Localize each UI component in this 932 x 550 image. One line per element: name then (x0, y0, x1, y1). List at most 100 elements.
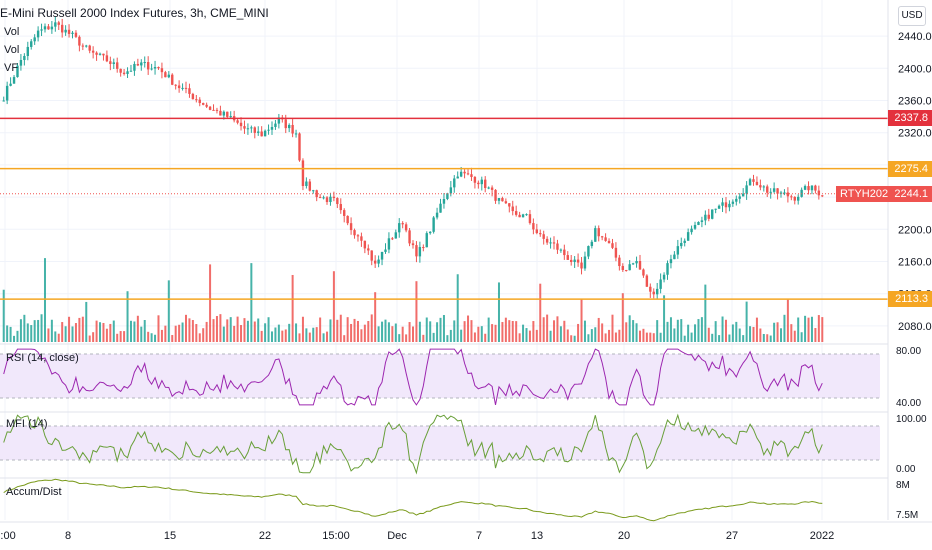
candle-body (594, 228, 597, 242)
candle-body (776, 188, 779, 194)
volume-bar (614, 332, 617, 342)
time-tick-label: Dec (387, 530, 407, 542)
volume-bar (140, 326, 143, 342)
volume-bar (700, 317, 703, 342)
volume-bar (755, 317, 758, 342)
volume-bar (405, 334, 408, 342)
accum-dist-label[interactable]: Accum/Dist (6, 486, 62, 498)
candle-body (150, 68, 153, 70)
volume-bar (460, 329, 463, 342)
volume-bar (233, 325, 236, 342)
volume-bar (745, 301, 748, 342)
candle-body (360, 236, 363, 241)
volume-bar (126, 291, 129, 342)
volume-bar (704, 284, 707, 342)
candle-body (116, 62, 119, 69)
volume-bar (821, 317, 824, 342)
candle-body (604, 237, 607, 241)
volume-bar (71, 326, 74, 342)
volume-bar (683, 335, 686, 342)
candle-body (146, 62, 150, 70)
volume-bar (731, 324, 734, 342)
volume-bar (590, 329, 593, 342)
candle-body (298, 133, 301, 161)
time-tick-label: 13 (531, 530, 543, 542)
volume-bar (659, 332, 662, 342)
volume-bar (301, 316, 304, 342)
volume-bar (6, 325, 9, 342)
candle-body (422, 247, 425, 249)
candle-body (12, 77, 16, 84)
volume-bar (497, 282, 500, 342)
candle-body (81, 45, 85, 47)
volume-bar (759, 328, 762, 342)
volume-bar (377, 326, 380, 342)
volume-bar (810, 316, 813, 342)
candle-body (353, 230, 356, 236)
price-tick-label: 2320.0 (898, 128, 932, 140)
candle-body (363, 240, 367, 249)
volume-bar (608, 329, 611, 342)
volume-bar (542, 317, 545, 342)
candle-body (793, 196, 796, 201)
mfi-label[interactable]: MFI (14) (6, 418, 48, 430)
volume-bar (621, 293, 624, 342)
level-price-tag[interactable]: 2113.3 (888, 291, 932, 308)
legend-vol-1[interactable]: Vol (4, 26, 20, 38)
volume-bar (556, 316, 559, 342)
indicator-line (3, 478, 823, 522)
candle-body (226, 111, 229, 117)
candle-body (528, 214, 532, 224)
volume-bar (181, 322, 184, 342)
candle-body (36, 30, 40, 38)
candle-body (539, 233, 542, 235)
level-price-tag[interactable]: 2275.4 (888, 160, 932, 177)
volume-bar (522, 324, 525, 342)
mfi-pane: 100.00 0.00 (0, 411, 927, 475)
candle-body (741, 193, 745, 197)
candle-body (442, 198, 446, 204)
candle-body (697, 221, 700, 225)
level-price-tag[interactable]: 2337.8 (888, 110, 932, 127)
candle-body (301, 160, 305, 187)
candle-body (545, 238, 549, 243)
candle-body (618, 257, 621, 267)
volume-bar (9, 326, 12, 342)
candle-body (119, 68, 122, 73)
candle-body (642, 269, 645, 276)
candle-body (370, 250, 373, 261)
volume-bar (174, 325, 177, 342)
candle-body (122, 72, 126, 74)
currency-button[interactable]: USD (898, 6, 926, 26)
volume-bar (315, 327, 318, 342)
candle-body (504, 201, 508, 204)
candle-body (552, 242, 556, 244)
candle-body (759, 185, 762, 188)
candle-body (497, 198, 501, 201)
legend-vf[interactable]: VF (4, 62, 19, 74)
volume-bar (13, 335, 16, 342)
candle-body (50, 26, 54, 30)
candle-body (473, 176, 477, 183)
candle-body (171, 74, 174, 85)
candle-body (635, 261, 638, 264)
volume-bar (198, 333, 201, 342)
candle-body (597, 228, 600, 237)
candle-body (287, 124, 291, 129)
volume-bar (381, 321, 384, 342)
volume-bar (202, 328, 205, 342)
volume-bar (343, 335, 346, 342)
legend-vol-2[interactable]: Vol (4, 44, 20, 56)
candle-body (480, 179, 483, 185)
candle-body (277, 117, 281, 124)
candle-body (391, 238, 394, 240)
last-price-tag: 2244.1 (888, 185, 932, 202)
candle-body (67, 29, 71, 34)
rsi-label[interactable]: RSI (14, close) (6, 352, 79, 364)
volume-bar (467, 315, 470, 342)
volume-bar (264, 323, 267, 342)
volume-bar (563, 320, 566, 342)
candle-body (270, 126, 274, 130)
